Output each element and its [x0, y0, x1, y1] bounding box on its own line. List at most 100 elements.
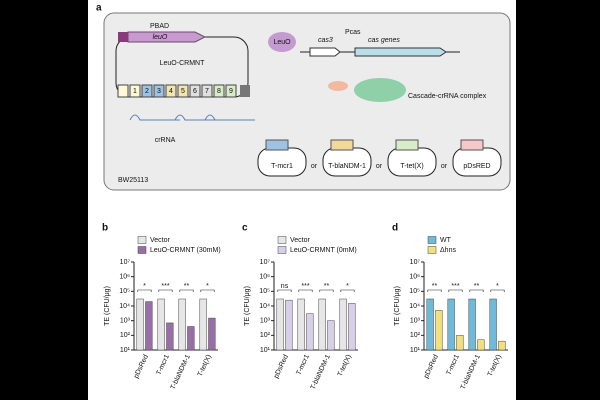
spacer-label: 7 — [205, 88, 209, 95]
complex-label: Cascade-crRNA complex — [408, 93, 487, 100]
pbad-label: PBAD — [150, 23, 169, 30]
spacer — [213, 84, 225, 98]
panel-label: d — [392, 223, 398, 234]
significance-label: *** — [161, 283, 169, 290]
y-tick-label: 10⁴ — [409, 303, 420, 310]
y-tick-label: 10⁶ — [119, 274, 130, 281]
cascade-complex — [354, 78, 406, 102]
bar — [435, 310, 443, 351]
spacer-label: 1 — [133, 88, 137, 95]
bar — [136, 298, 144, 351]
y-tick-label: 10³ — [410, 318, 421, 325]
legend-label: Vector — [150, 237, 171, 244]
or-label: or — [441, 163, 448, 170]
cas-genes — [354, 47, 447, 57]
significance-label: * — [346, 283, 349, 290]
y-tick-label: 10² — [410, 332, 421, 339]
significance-label: ** — [474, 283, 480, 290]
leuo-gene-label: leuO — [153, 34, 168, 41]
significance-label: ** — [184, 283, 190, 290]
spacer-label: 9 — [229, 88, 233, 95]
spacer — [177, 84, 189, 98]
y-tick-label: 10³ — [120, 318, 131, 325]
bar — [285, 299, 293, 351]
legend-swatch — [277, 236, 287, 244]
or-label: or — [376, 163, 383, 170]
y-tick-label: 10⁴ — [259, 303, 270, 310]
y-tick-label: 10⁴ — [119, 303, 130, 310]
significance-label: *** — [451, 283, 459, 290]
legend-swatch — [137, 236, 147, 244]
panel-label: a — [96, 3, 102, 14]
cas3-label: cas3 — [318, 37, 333, 44]
promoter-box — [118, 32, 128, 42]
panel-label: c — [242, 223, 248, 234]
spacer-label: 8 — [217, 88, 221, 95]
bar — [468, 298, 476, 351]
bar — [157, 298, 165, 351]
legend-label: Δhns — [440, 247, 456, 254]
significance-label: * — [206, 283, 209, 290]
leuo-gene — [127, 31, 207, 43]
spacer — [153, 84, 165, 98]
significance-bracket — [179, 289, 194, 292]
legend-label: WT — [440, 237, 452, 244]
leuo-protein — [268, 32, 296, 52]
spacer — [189, 84, 201, 98]
significance-bracket — [137, 289, 152, 292]
legend-swatch — [427, 246, 437, 254]
bar — [426, 298, 434, 351]
significance-label: *** — [301, 283, 309, 290]
legend-label: LeuO-CRMNT (0mM) — [290, 247, 357, 254]
y-tick-label: 10² — [260, 332, 271, 339]
bar — [477, 339, 485, 351]
bar — [178, 298, 186, 351]
significance-label: * — [143, 283, 146, 290]
bar — [489, 298, 497, 351]
legend-swatch — [277, 246, 287, 254]
leader — [117, 84, 129, 98]
leuo-protein-label: LeuO — [273, 39, 291, 46]
bar — [447, 298, 455, 351]
pcas-label: Pcas — [345, 29, 361, 36]
significance-bracket — [340, 289, 355, 292]
y-axis-label: TE (CFU/μg) — [244, 286, 251, 326]
bar — [318, 298, 326, 351]
spacer-label: 4 — [169, 88, 173, 95]
bar — [456, 335, 464, 351]
target-label: T-mcr1 — [271, 163, 293, 170]
y-tick-label: 10⁵ — [119, 288, 130, 295]
target-label: T-blaNDM-1 — [328, 163, 366, 170]
bar — [339, 298, 347, 351]
y-axis-label: TE (CFU/μg) — [104, 286, 111, 326]
bar — [327, 320, 335, 351]
y-tick-label: 10³ — [260, 318, 271, 325]
cas-genes-label: cas genes — [368, 37, 400, 44]
y-axis-label: TE (CFU/μg) — [394, 286, 401, 326]
significance-label: ** — [324, 283, 330, 290]
bar — [297, 298, 305, 351]
bar — [166, 322, 174, 351]
significance-label: ** — [432, 283, 438, 290]
bar — [145, 301, 153, 351]
spacer — [165, 84, 177, 98]
legend-label: Vector — [290, 237, 311, 244]
significance-label: ns — [281, 283, 289, 290]
cas3-protein — [328, 81, 348, 91]
spacer — [225, 84, 237, 98]
significance-bracket — [490, 289, 505, 292]
spacer-label: 2 — [145, 88, 149, 95]
y-tick-label: 10⁷ — [260, 259, 271, 266]
y-tick-label: 10⁶ — [409, 274, 420, 281]
spacer-label: 5 — [181, 88, 185, 95]
legend-swatch — [137, 246, 147, 254]
significance-bracket — [277, 289, 292, 292]
significance-bracket — [448, 289, 463, 292]
y-tick-label: 10² — [120, 332, 131, 339]
y-tick-label: 10⁷ — [120, 259, 131, 266]
significance-bracket — [200, 289, 215, 292]
or-label: or — [311, 163, 318, 170]
spacer-label: 3 — [157, 88, 161, 95]
crrna-hairpins — [129, 114, 255, 121]
target-site — [265, 139, 289, 151]
